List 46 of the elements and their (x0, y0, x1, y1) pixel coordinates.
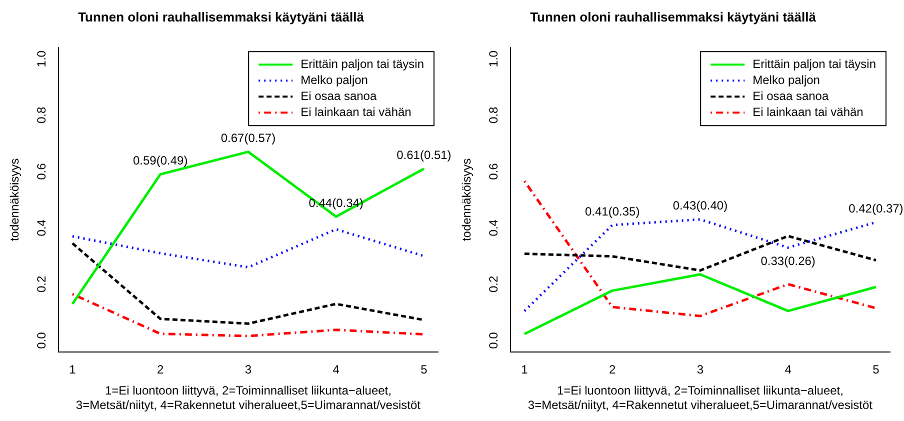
y-tick-label: 1.0 (486, 50, 501, 68)
y-tick-label: 0.8 (34, 106, 49, 124)
data-label: 0.67(0.57) (220, 131, 276, 146)
data-label: 0.61(0.51) (396, 148, 452, 162)
legend-label: Ei lainkaan tai vähän (752, 104, 864, 119)
x-tick-label: 2 (608, 362, 616, 376)
line-series (523, 234, 878, 272)
y-tick-label: 1.0 (34, 50, 49, 68)
x-tick-label: 4 (784, 362, 792, 376)
y-tick-label: 0.6 (486, 162, 501, 180)
legend-label: Erittäin paljon tai täysin (752, 56, 876, 71)
x-tick-label: 2 (156, 362, 164, 376)
line-series (71, 228, 426, 269)
line-series (71, 292, 426, 338)
legend-label: Erittäin paljon tai täysin (300, 56, 424, 71)
y-tick-label: 0.0 (34, 332, 49, 349)
legend-label: Ei osaa sanoa (752, 88, 829, 103)
x-tick-label: 5 (872, 362, 880, 376)
data-label: 0.42(0.37) (848, 202, 904, 216)
x-axis-title: 1=Ei luontoon liittyvä, 2=Toiminnalliset liikunta−alueet, 3=Metsät/niityt, 4=Rakennetut viheralueet,5=Uimarannat/vesistöt (76, 384, 422, 412)
y-tick-label: 0.0 (486, 332, 501, 349)
chart-title: Tunnen oloni rauhallisemmaksi käytyäni täällä (78, 9, 365, 24)
y-tick-label: 0.4 (486, 219, 501, 236)
chart-title: Tunnen oloni rauhallisemmaksi käytyäni täällä (530, 9, 817, 24)
y-axis-title: todennäköisyys (8, 158, 22, 242)
legend-label: Melko paljon (300, 72, 368, 87)
y-tick-label: 0.4 (34, 219, 49, 236)
x-tick-label: 1 (69, 362, 76, 376)
x-tick-label: 1 (521, 362, 528, 376)
y-tick-label: 0.8 (486, 106, 501, 124)
x-tick-label: 4 (332, 362, 340, 376)
legend-label: Melko paljon (752, 72, 820, 87)
data-label: 0.33(0.26) (760, 254, 816, 268)
legend-label: Ei osaa sanoa (300, 88, 377, 103)
x-tick-label: 3 (696, 362, 704, 376)
x-axis-title: 1=Ei luontoon liittyvä, 2=Toiminnalliset liikunta−alueet, 3=Metsät/niityt, 4=Rakennetut viheralueet,5=Uimarannat/vesistöt (528, 384, 874, 412)
y-tick-label: 0.2 (34, 276, 49, 293)
x-tick-label: 3 (244, 362, 252, 376)
y-axis-title: todennäköisyys (460, 158, 474, 242)
legend-label: Ei lainkaan tai vähän (300, 104, 412, 119)
y-tick-label: 0.2 (486, 276, 501, 293)
data-label: 0.59(0.49) (132, 154, 188, 168)
data-label: 0.43(0.40) (672, 198, 728, 213)
data-label: 0.41(0.35) (584, 204, 640, 218)
x-tick-label: 5 (420, 362, 428, 376)
y-tick-label: 0.6 (34, 162, 49, 180)
